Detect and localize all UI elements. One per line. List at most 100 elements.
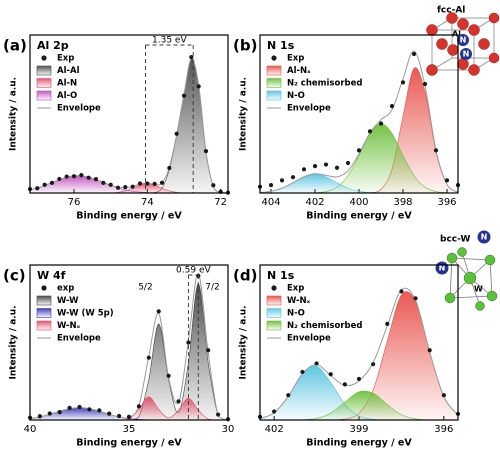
- exp-point: [42, 182, 47, 187]
- exp-point: [87, 407, 92, 412]
- n-atom: [477, 230, 491, 244]
- atom: [457, 18, 469, 30]
- exp-point: [441, 393, 446, 398]
- exp-point: [136, 404, 141, 409]
- exp-point: [117, 413, 122, 419]
- x-tick-label: 74: [141, 197, 154, 208]
- exp-point: [86, 175, 91, 180]
- x-tick-label: 398: [393, 197, 412, 208]
- atom: [436, 38, 448, 50]
- atom: [468, 64, 480, 76]
- exp-point: [145, 181, 150, 186]
- panel-label: (b): [233, 37, 257, 55]
- exp-point: [268, 183, 274, 188]
- exp-point: [130, 184, 135, 189]
- legend-swatch: [36, 308, 52, 318]
- exp-point: [422, 81, 428, 87]
- atom: [463, 271, 477, 285]
- atom-label: N: [481, 233, 488, 242]
- exp-point: [156, 309, 161, 314]
- panel-title: N 1s: [267, 39, 295, 52]
- x-axis-label: Binding energy / eV: [76, 438, 182, 449]
- exp-point: [146, 355, 151, 360]
- atom: [478, 38, 490, 50]
- x-axis-label: Binding energy / eV: [306, 211, 412, 222]
- exp-point: [97, 408, 102, 413]
- inset-cell: [431, 17, 495, 71]
- exp-point: [101, 180, 106, 185]
- legend-label: Exp: [57, 54, 74, 64]
- panel-label: (a): [3, 37, 27, 55]
- inset-fcc-al: fcc-Al Al N N: [426, 6, 500, 76]
- exp-point: [159, 180, 165, 185]
- exp-point: [186, 340, 191, 345]
- exp-point: [378, 121, 384, 126]
- legend-label: N₂ chemisorbed: [287, 79, 362, 89]
- plot-frame: [259, 264, 459, 421]
- legend-label: Al-Al: [57, 66, 80, 76]
- exp-point: [108, 182, 113, 187]
- annotation: 1.35 eV: [152, 36, 187, 46]
- exp-point: [71, 174, 77, 179]
- legend-label: W-W (W 5p): [57, 309, 114, 319]
- exp-point: [176, 399, 181, 404]
- exp-point: [49, 180, 55, 185]
- atom: [468, 24, 480, 36]
- exp-point: [286, 393, 291, 398]
- al-atoms: [426, 12, 500, 76]
- atom-label: N: [460, 36, 467, 45]
- legend-swatch: [36, 90, 52, 101]
- exp-point: [57, 176, 62, 182]
- panel-label: (d): [233, 267, 257, 285]
- exp-point: [301, 167, 307, 172]
- inset-title: fcc-Al: [437, 6, 465, 16]
- exp-point: [115, 185, 121, 190]
- atom: [484, 254, 496, 266]
- envelope-line: [29, 58, 229, 194]
- exp-point: [64, 174, 69, 179]
- n-atom: [460, 48, 472, 60]
- legend-symbol: [271, 55, 277, 61]
- exp-point: [67, 405, 72, 411]
- exp-point: [35, 186, 40, 191]
- exp-point: [47, 411, 52, 416]
- exp-point: [334, 165, 340, 170]
- legend-label: Al-Nₓ: [287, 66, 311, 76]
- exp-point: [79, 173, 84, 178]
- y-axis-label: Intensity / a.u.: [239, 77, 249, 151]
- exp-point: [427, 348, 432, 353]
- inset-title: bcc-W: [440, 235, 470, 245]
- atom: [446, 12, 458, 24]
- legend-symbol: [41, 285, 47, 291]
- legend-swatch: [266, 308, 282, 318]
- inset-bcc-w: bcc-W N N W: [435, 230, 498, 311]
- exp-point: [356, 148, 362, 153]
- plot-frame: [29, 34, 229, 194]
- legend-symbol: [41, 55, 47, 61]
- legend-label: W-Nₓ: [287, 296, 311, 306]
- exp-point: [444, 178, 450, 183]
- legend-symbol: [271, 285, 277, 291]
- exp-point: [312, 164, 318, 169]
- atom: [446, 252, 458, 264]
- x-tick-label: 400: [349, 197, 368, 208]
- exp-point: [413, 296, 418, 301]
- exp-point: [203, 149, 209, 154]
- annotation: 5/2: [138, 283, 152, 293]
- atom: [475, 301, 485, 311]
- x-tick-label: 72: [214, 197, 227, 208]
- exp-point: [137, 181, 143, 186]
- legend-swatch: [36, 320, 52, 331]
- exp-point: [93, 176, 99, 182]
- exp-point: [314, 361, 319, 366]
- exp-point: [37, 414, 43, 419]
- panel-title: W 4f: [37, 269, 66, 282]
- atom: [486, 290, 498, 302]
- x-tick-label: 30: [222, 424, 235, 435]
- legend-label: N-O: [287, 309, 305, 319]
- inset-bonds: [449, 251, 493, 307]
- atom: [426, 24, 438, 36]
